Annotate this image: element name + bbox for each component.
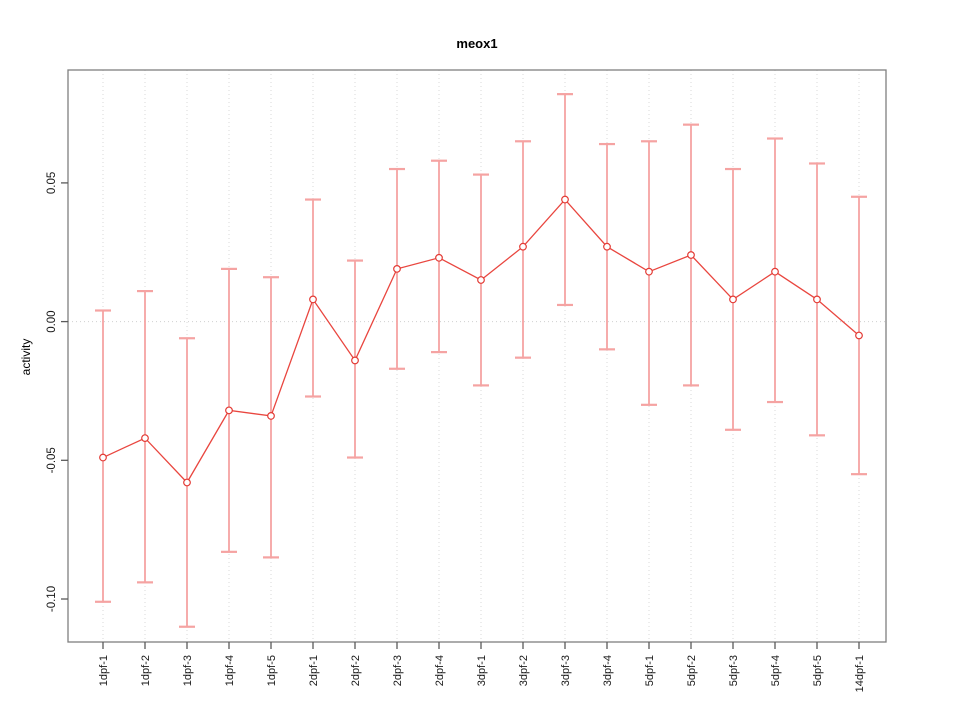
data-point xyxy=(855,331,863,340)
x-tick-label: 5dpf-5 xyxy=(812,655,824,686)
x-tick-label: 1dpf-2 xyxy=(140,655,152,686)
y-tick-label: 0.05 xyxy=(46,172,58,194)
x-tick-label: 1dpf-1 xyxy=(98,655,110,686)
x-tick-label: 5dpf-3 xyxy=(728,655,740,686)
x-tick-label: 1dpf-5 xyxy=(266,655,278,686)
data-point xyxy=(225,406,233,415)
x-tick-label: 2dpf-3 xyxy=(392,655,404,686)
y-tick-label: -0.05 xyxy=(46,447,58,473)
x-tick-label: 2dpf-2 xyxy=(350,655,362,686)
x-tick-label: 2dpf-1 xyxy=(308,655,320,686)
data-point xyxy=(309,295,317,304)
x-tick-label: 5dpf-1 xyxy=(644,655,656,686)
data-point xyxy=(729,295,737,304)
x-tick-label: 3dpf-4 xyxy=(602,655,614,686)
data-point xyxy=(771,267,779,276)
x-tick-label: 14dpf-1 xyxy=(854,655,866,692)
data-point xyxy=(687,251,695,259)
data-point xyxy=(645,267,653,276)
data-point xyxy=(561,195,569,204)
data-point xyxy=(183,478,191,487)
data-point xyxy=(141,434,149,443)
data-point xyxy=(435,253,443,262)
y-tick-label: -0.10 xyxy=(46,586,58,612)
plot-border xyxy=(67,69,887,643)
x-tick-label: 5dpf-4 xyxy=(770,655,782,686)
data-point xyxy=(519,242,527,251)
data-point xyxy=(99,453,107,462)
x-tick-label: 2dpf-4 xyxy=(434,655,446,686)
data-point xyxy=(813,295,821,304)
data-point xyxy=(603,242,611,251)
x-tick-label: 3dpf-2 xyxy=(518,655,530,686)
y-tick-label: 0.00 xyxy=(46,310,58,332)
data-point xyxy=(351,356,359,365)
x-tick-label: 5dpf-2 xyxy=(686,655,698,686)
x-tick-label: 3dpf-1 xyxy=(476,655,488,686)
data-point xyxy=(477,276,485,284)
data-point xyxy=(393,264,401,273)
x-tick-label: 3dpf-3 xyxy=(560,655,572,686)
x-tick-label: 1dpf-3 xyxy=(182,655,194,686)
data-point xyxy=(267,412,275,420)
x-tick-label: 1dpf-4 xyxy=(224,655,236,686)
chart-title: meox1 xyxy=(456,36,498,51)
